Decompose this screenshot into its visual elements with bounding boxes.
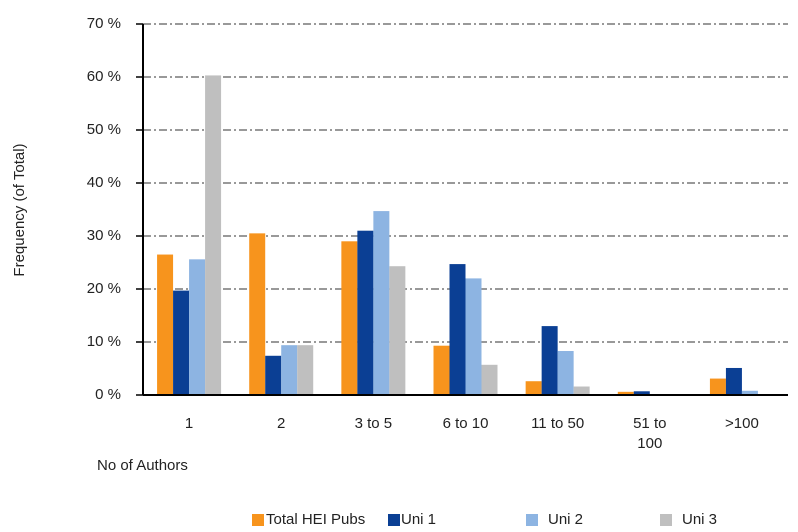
x-tick-label: 1 (184, 415, 194, 432)
y-tick-label: 60 % (87, 68, 121, 85)
legend-swatch (660, 514, 672, 526)
y-tick-label: 0 % (95, 386, 121, 403)
bar (341, 241, 358, 395)
bar (173, 290, 190, 395)
legend-label: Uni 2 (548, 511, 583, 528)
y-tick-label: 20 % (87, 280, 121, 297)
bar (449, 264, 466, 395)
bar (265, 355, 282, 395)
bar (633, 391, 650, 395)
x-tick-label: 51 to 100 (633, 415, 667, 452)
bar (205, 75, 222, 395)
bar (741, 390, 758, 395)
y-tick-label: 10 % (87, 333, 121, 350)
bar (433, 345, 450, 395)
legend-swatch (252, 514, 264, 526)
bar (525, 381, 542, 395)
bar (725, 367, 742, 395)
bar (389, 266, 406, 395)
bar (189, 259, 206, 395)
bar (541, 326, 558, 395)
bar (481, 364, 498, 395)
y-axis-label: Frequency (of Total) (11, 143, 28, 276)
bar (617, 391, 634, 395)
bar (297, 345, 314, 395)
y-tick-label: 40 % (87, 174, 121, 191)
bar (709, 378, 726, 395)
bar (157, 254, 174, 395)
legend-swatch (526, 514, 538, 526)
bar (557, 351, 574, 395)
bar (281, 345, 298, 395)
x-tick-label: 3 to 5 (354, 415, 393, 432)
legend-swatch (388, 514, 400, 526)
legend-label: Uni 1 (401, 511, 436, 528)
bar (373, 211, 390, 395)
legend-label: Total HEI Pubs (266, 511, 365, 528)
x-tick-label: 6 to 10 (442, 415, 489, 432)
y-tick-label: 30 % (87, 227, 121, 244)
y-tick-label: 70 % (87, 15, 121, 32)
bar (573, 386, 590, 395)
bar (249, 233, 266, 395)
x-tick-label: >100 (725, 415, 759, 432)
y-tick-label: 50 % (87, 121, 121, 138)
x-tick-label: 11 to 50 (531, 415, 585, 432)
x-axis-label: No of Authors (97, 457, 188, 474)
legend-label: Uni 3 (682, 511, 717, 528)
bar (357, 230, 374, 395)
x-tick-label: 2 (277, 415, 286, 432)
bar (465, 278, 482, 395)
